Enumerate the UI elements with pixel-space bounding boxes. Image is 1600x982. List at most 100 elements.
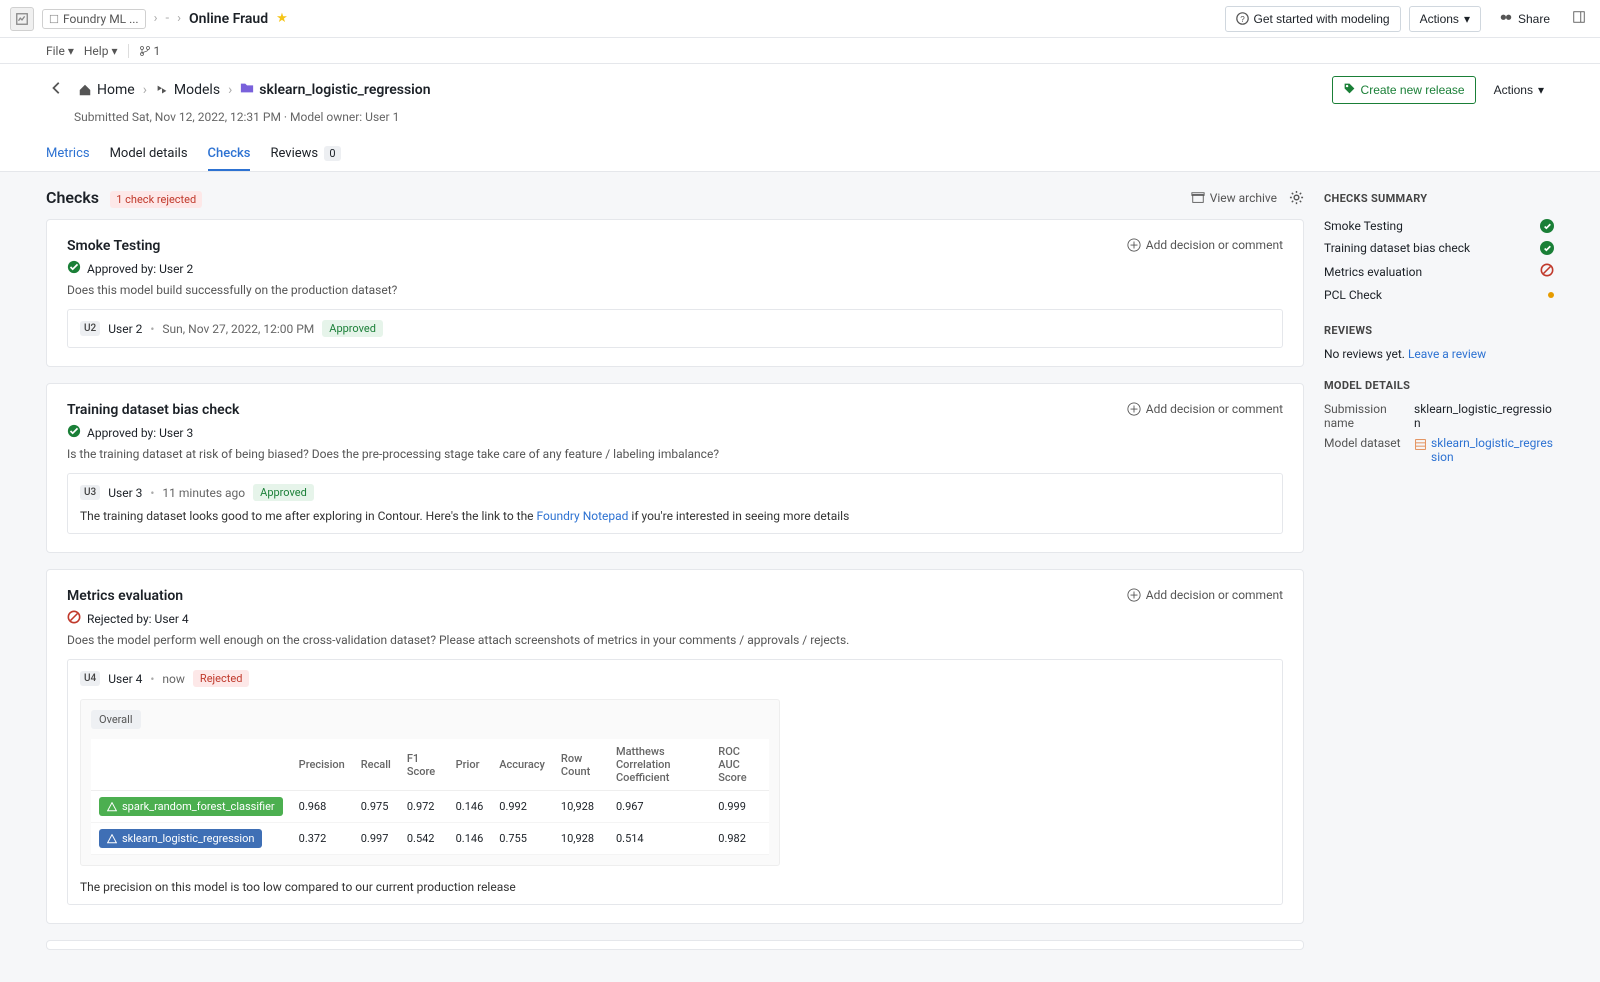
page-header: Home › Models › sklearn_logistic_regress… — [0, 64, 1600, 172]
add-comment-button[interactable]: Add decision or comment — [1127, 238, 1283, 252]
check-title: Smoke Testing — [67, 238, 397, 254]
summary-item[interactable]: Smoke Testing — [1324, 215, 1554, 237]
tab-model-details[interactable]: Model details — [110, 138, 188, 171]
check-description: Does this model build successfully on th… — [67, 283, 397, 297]
reject-circle-icon — [1540, 263, 1554, 280]
submitted-info: Submitted Sat, Nov 12, 2022, 12:31 PM · … — [74, 110, 1554, 124]
kv-submission: Submission name sklearn_logistic_regress… — [1324, 402, 1554, 430]
page-title: Online Fraud — [189, 11, 268, 27]
table-header: Accuracy — [491, 739, 553, 791]
comment-time: Sun, Nov 27, 2022, 12:00 PM — [162, 322, 314, 336]
comment-time: 11 minutes ago — [162, 486, 245, 500]
breadcrumb-models[interactable]: Models — [155, 82, 220, 98]
breadcrumb-current: sklearn_logistic_regression — [240, 81, 430, 99]
top-bar: Foundry ML ... › - › Online Fraud ★ ? Ge… — [0, 0, 1600, 38]
crumb-app[interactable]: Foundry ML ... — [42, 9, 146, 29]
table-header: ROC AUC Score — [710, 739, 769, 791]
chevron-right-icon: › — [143, 82, 147, 98]
table-cell: 0.146 — [448, 823, 492, 855]
table-header: F1 Score — [399, 739, 448, 791]
table-header: Precision — [291, 739, 353, 791]
view-archive-link[interactable]: View archive — [1191, 191, 1277, 205]
breadcrumb-home[interactable]: Home — [78, 82, 135, 98]
add-comment-button[interactable]: Add decision or comment — [1127, 588, 1283, 602]
approval-text: Rejected by: User 4 — [87, 612, 189, 626]
tag-icon — [1343, 82, 1356, 98]
status-pill: Rejected — [193, 670, 249, 687]
actions-button[interactable]: Actions ▾ — [1409, 6, 1481, 32]
crumb-dash: - — [166, 11, 170, 26]
actions-label: Actions — [1420, 12, 1459, 26]
status-pill: Approved — [253, 484, 314, 501]
comment: U3 User 3 • 11 minutes ago Approved The … — [67, 473, 1283, 534]
table-header: Row Count — [553, 739, 608, 791]
chevron-down-icon: ▾ — [1464, 12, 1470, 26]
header-actions-label: Actions — [1494, 83, 1533, 97]
tab-checks[interactable]: Checks — [208, 138, 251, 171]
reviews-empty: No reviews yet. Leave a review — [1324, 347, 1554, 361]
tab-reviews[interactable]: Reviews 0 — [270, 138, 340, 171]
branch-count: 1 — [154, 44, 161, 58]
table-cell: 10,928 — [553, 791, 608, 823]
kv-key: Submission name — [1324, 402, 1404, 430]
share-button[interactable]: Share — [1489, 7, 1560, 31]
divider — [128, 44, 129, 58]
table-cell: 0.755 — [491, 823, 553, 855]
reject-circle-icon — [67, 610, 81, 627]
check-circle-icon — [1540, 219, 1554, 233]
star-icon[interactable]: ★ — [276, 11, 288, 26]
get-started-button[interactable]: ? Get started with modeling — [1225, 6, 1401, 32]
table-row: sklearn_logistic_regression0.3720.9970.5… — [91, 823, 769, 855]
summary-item[interactable]: Training dataset bias check — [1324, 237, 1554, 259]
check-circle-icon — [67, 260, 81, 277]
approval-text: Approved by: User 2 — [87, 262, 193, 276]
chevron-right-icon: › — [228, 82, 232, 98]
settings-icon[interactable] — [1289, 190, 1304, 205]
user-avatar: U3 — [80, 485, 100, 500]
table-cell: 0.997 — [353, 823, 399, 855]
table-cell: 0.992 — [491, 791, 553, 823]
table-header: Recall — [353, 739, 399, 791]
comment: U2 User 2 • Sun, Nov 27, 2022, 12:00 PM … — [67, 309, 1283, 348]
summary-label: Training dataset bias check — [1324, 241, 1470, 255]
comment: U4 User 4 • now Rejected Overall Precisi… — [67, 659, 1283, 905]
kv-dataset: Model dataset sklearn_logistic_regressio… — [1324, 436, 1554, 464]
summary-label: Smoke Testing — [1324, 219, 1403, 233]
menu-help[interactable]: Help ▾ — [84, 44, 118, 58]
header-actions-button[interactable]: Actions ▾ — [1484, 76, 1554, 104]
check-card-bias: Training dataset bias check Approved by:… — [46, 383, 1304, 553]
chevron-down-icon: ▾ — [111, 44, 117, 58]
approval-text: Approved by: User 3 — [87, 426, 193, 440]
svg-text:?: ? — [1240, 15, 1245, 24]
comment-user: User 3 — [108, 486, 142, 500]
next-card-peek — [46, 940, 1304, 950]
check-card-smoke: Smoke Testing Approved by: User 2 Does t… — [46, 219, 1304, 367]
create-release-label: Create new release — [1361, 83, 1465, 97]
folder-icon — [240, 81, 254, 99]
metrics-screenshot: Overall PrecisionRecallF1 ScorePriorAccu… — [80, 699, 780, 866]
panel-toggle-icon[interactable] — [1568, 6, 1590, 32]
app-icon[interactable] — [10, 7, 34, 31]
add-comment-button[interactable]: Add decision or comment — [1127, 402, 1283, 416]
section-title: Checks — [46, 188, 99, 207]
leave-review-link[interactable]: Leave a review — [1408, 347, 1486, 361]
summary-item[interactable]: Metrics evaluation — [1324, 259, 1554, 284]
dataset-link[interactable]: sklearn_logistic_regression — [1414, 436, 1554, 464]
table-cell: 0.982 — [710, 823, 769, 855]
table-cell: 0.968 — [291, 791, 353, 823]
user-avatar: U2 — [80, 321, 100, 336]
table-cell: 0.372 — [291, 823, 353, 855]
branch-indicator[interactable]: 1 — [139, 44, 161, 58]
table-cell: 0.972 — [399, 791, 448, 823]
menu-file[interactable]: File ▾ — [46, 44, 74, 58]
comment-user: User 4 — [108, 672, 142, 686]
summary-item[interactable]: PCL Check — [1324, 284, 1554, 306]
share-label: Share — [1518, 12, 1550, 26]
check-title: Metrics evaluation — [67, 588, 849, 604]
tab-metrics[interactable]: Metrics — [46, 138, 90, 171]
chevron-down-icon: ▾ — [68, 44, 74, 58]
notepad-link[interactable]: Foundry Notepad — [537, 509, 629, 523]
sidebar-heading-summary: CHECKS SUMMARY — [1324, 192, 1554, 205]
create-release-button[interactable]: Create new release — [1332, 76, 1476, 104]
back-button[interactable] — [46, 77, 68, 103]
